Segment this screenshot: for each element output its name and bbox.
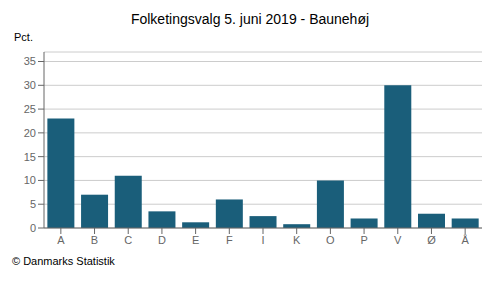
html-text:Folketingsvalg 5. juni 2019 -: Folketingsvalg 5. juni 2019 - Baunehøj [130, 11, 370, 27]
svg-text:P: P [360, 234, 367, 246]
svg-text:5: 5 [30, 198, 36, 210]
html-text:Pct.: Pct. [14, 31, 33, 43]
svg-text:20: 20 [24, 127, 36, 139]
svg-text:30: 30 [24, 79, 36, 91]
svg-text:B: B [91, 234, 98, 246]
svg-text:15: 15 [24, 151, 36, 163]
svg-text:O: O [326, 234, 335, 246]
svg-text:K: K [293, 234, 301, 246]
svg-text:I: I [261, 234, 264, 246]
svg-text:Ø: Ø [427, 234, 436, 246]
html-text:© Danmarks Statistik: © Danmarks Statistik [12, 255, 115, 267]
svg-text:V: V [394, 234, 402, 246]
svg-text:F: F [226, 234, 233, 246]
svg-text:25: 25 [24, 103, 36, 115]
svg-text:A: A [57, 234, 65, 246]
svg-text:C: C [124, 234, 132, 246]
svg-text:D: D [158, 234, 166, 246]
svg-text:10: 10 [24, 174, 36, 186]
svg-text:E: E [192, 234, 199, 246]
svg-text:0: 0 [30, 222, 36, 234]
svg-text:Å: Å [461, 234, 469, 246]
svg-text:35: 35 [24, 55, 36, 67]
